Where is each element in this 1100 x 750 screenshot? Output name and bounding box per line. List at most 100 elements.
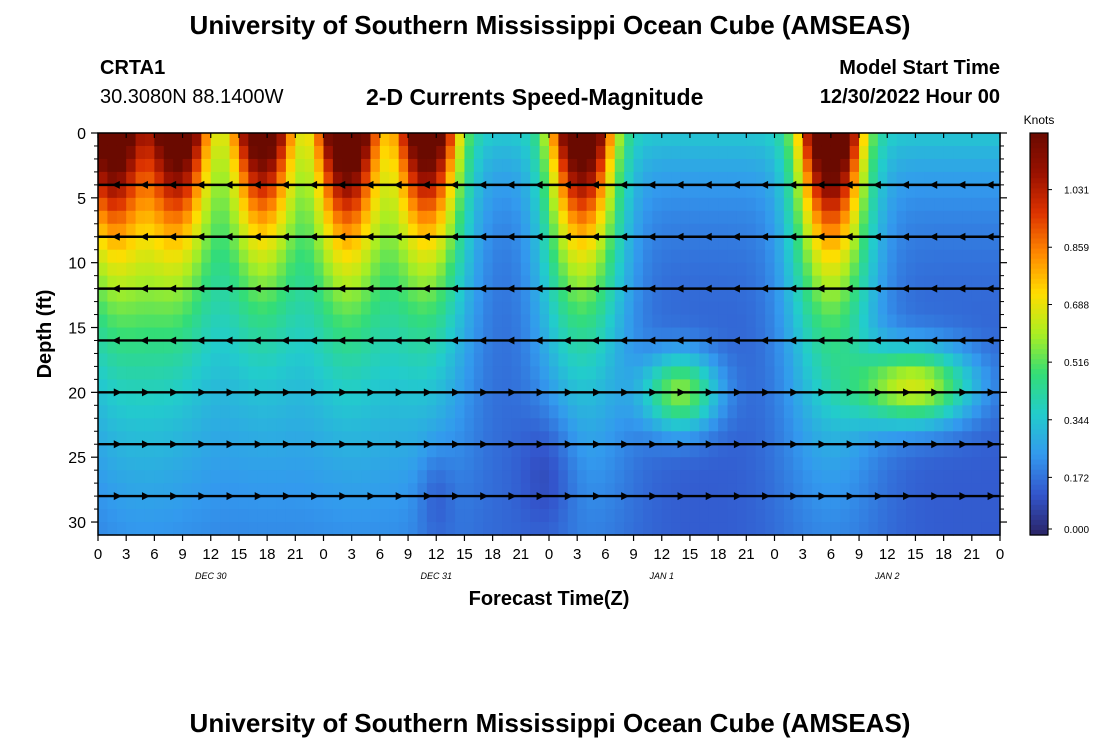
vector-arrowhead — [252, 180, 261, 189]
heat-cell — [765, 301, 776, 316]
heat-cell — [774, 418, 785, 432]
heat-cell — [473, 379, 484, 393]
vector-arrowhead — [619, 284, 628, 293]
heat-cell — [586, 301, 597, 316]
heat-cell — [802, 262, 813, 277]
heat-cell — [173, 223, 184, 238]
heat-cell — [896, 327, 907, 342]
heat-cell — [567, 145, 578, 160]
heat-cell — [915, 275, 926, 290]
heat-cell — [492, 301, 503, 316]
vector-arrowhead — [536, 388, 545, 397]
heat-cell — [126, 327, 137, 342]
heat-cell — [191, 522, 202, 536]
heat-cell — [736, 158, 747, 173]
heat-cell — [934, 223, 945, 238]
colorbar-swatch — [1030, 464, 1048, 471]
heat-cell — [220, 133, 231, 147]
heat-cell — [642, 314, 653, 329]
heat-cell — [511, 197, 522, 212]
vector-arrowhead — [365, 284, 374, 293]
heat-cell — [887, 145, 898, 160]
heat-cell — [276, 431, 287, 445]
heat-cell — [173, 509, 184, 523]
heat-cell — [154, 509, 165, 523]
vector-arrowhead — [788, 180, 797, 189]
heat-cell — [201, 210, 212, 225]
heat-cell — [342, 314, 353, 329]
heat-cell — [915, 197, 926, 212]
colorbar-swatch — [1030, 193, 1048, 199]
heat-cell — [154, 133, 165, 147]
heat-cell — [896, 496, 907, 510]
heat-cell — [614, 496, 625, 510]
vector-arrowhead — [168, 284, 177, 293]
heat-cell — [201, 431, 212, 445]
heat-cell — [144, 483, 155, 497]
heat-cell — [267, 249, 278, 264]
heat-cell — [915, 457, 926, 471]
heat-cell — [361, 197, 372, 212]
heat-cell — [793, 509, 804, 523]
heat-cell — [877, 431, 888, 445]
heat-cell — [633, 522, 644, 536]
heat-cell — [304, 418, 315, 432]
heat-cell — [558, 288, 569, 303]
heat-cell — [887, 483, 898, 497]
heat-cell — [163, 275, 174, 290]
date-label: JAN 2 — [874, 571, 900, 581]
heat-cell — [445, 522, 456, 536]
heat-cell — [473, 353, 484, 368]
heat-cell — [915, 340, 926, 355]
heat-cell — [182, 288, 193, 303]
heat-cell — [210, 379, 221, 393]
heat-cell — [502, 444, 513, 458]
heat-cell — [971, 133, 982, 147]
heat-cell — [953, 171, 964, 186]
heat-cell — [248, 262, 259, 277]
heat-cell — [906, 288, 917, 303]
vector-arrowhead — [421, 180, 430, 189]
colorbar-tick-label: 1.031 — [1064, 186, 1089, 197]
heat-cell — [210, 145, 221, 160]
colorbar-swatch — [1030, 178, 1048, 184]
heat-cell — [802, 405, 813, 419]
heat-cell — [257, 418, 268, 432]
heat-cell — [116, 366, 127, 380]
heat-cell — [689, 223, 700, 238]
heat-cell — [408, 392, 419, 406]
heat-cell — [774, 470, 785, 484]
heat-cell — [154, 444, 165, 458]
heat-cell — [971, 236, 982, 251]
heat-cell — [746, 171, 757, 186]
heat-cell — [276, 158, 287, 173]
vector-arrowhead — [224, 180, 233, 189]
heat-cell — [398, 171, 409, 186]
heat-cell — [859, 444, 870, 458]
heat-cell — [624, 301, 635, 316]
heat-cell — [868, 184, 879, 199]
heat-cell — [389, 340, 400, 355]
heat-cell — [220, 275, 231, 290]
heat-cell — [154, 314, 165, 329]
heat-cell — [98, 457, 108, 471]
heat-cell — [276, 405, 287, 419]
heat-cell — [492, 249, 503, 264]
heat-cell — [285, 366, 296, 380]
heat-cell — [774, 405, 785, 419]
heat-cell — [953, 288, 964, 303]
heat-cell — [633, 145, 644, 160]
heat-cell — [417, 405, 428, 419]
heat-cell — [408, 379, 419, 393]
heat-cell — [595, 210, 606, 225]
colorbar-swatch — [1030, 183, 1048, 189]
heat-cell — [840, 301, 851, 316]
heat-cell — [201, 418, 212, 432]
heat-cell — [614, 145, 625, 160]
heat-cell — [614, 418, 625, 432]
heat-cell — [483, 353, 494, 368]
heat-cell — [238, 379, 249, 393]
colorbar-swatch — [1030, 444, 1048, 451]
heat-cell — [473, 327, 484, 342]
heat-cell — [567, 275, 578, 290]
